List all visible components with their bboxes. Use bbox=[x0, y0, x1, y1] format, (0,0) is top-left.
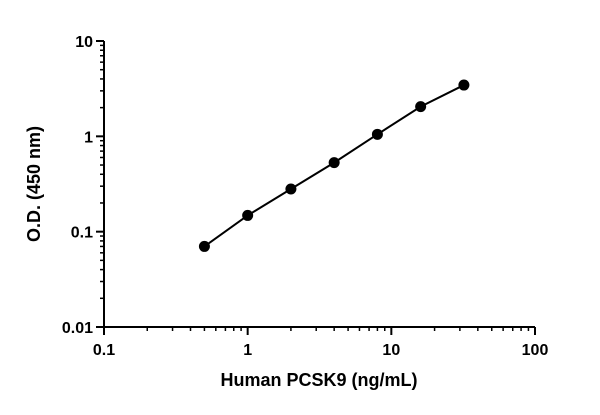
y-tick-label: 0.01 bbox=[62, 320, 93, 337]
y-tick-label: 0.1 bbox=[71, 225, 93, 242]
data-point bbox=[328, 157, 340, 169]
y-tick-label: 1 bbox=[84, 129, 93, 146]
data-point bbox=[285, 183, 297, 195]
x-tick-label: 100 bbox=[522, 342, 549, 359]
x-tick-label: 0.1 bbox=[93, 342, 115, 359]
data-point bbox=[242, 209, 254, 221]
y-axis-title: O.D. (450 nm) bbox=[24, 126, 44, 242]
data-point bbox=[371, 128, 383, 140]
x-tick-label: 1 bbox=[243, 342, 252, 359]
x-ticks: 0.1 1 10 100 bbox=[93, 327, 549, 359]
data-point bbox=[198, 240, 210, 252]
y-ticks: 0.01 0.1 1 10 bbox=[62, 34, 104, 337]
plot-area bbox=[198, 79, 470, 252]
data-point bbox=[415, 101, 427, 113]
data-point bbox=[458, 79, 470, 91]
y-tick-label: 10 bbox=[75, 34, 93, 51]
x-tick-label: 10 bbox=[382, 342, 400, 359]
x-axis-title: Human PCSK9 (ng/mL) bbox=[220, 370, 417, 390]
